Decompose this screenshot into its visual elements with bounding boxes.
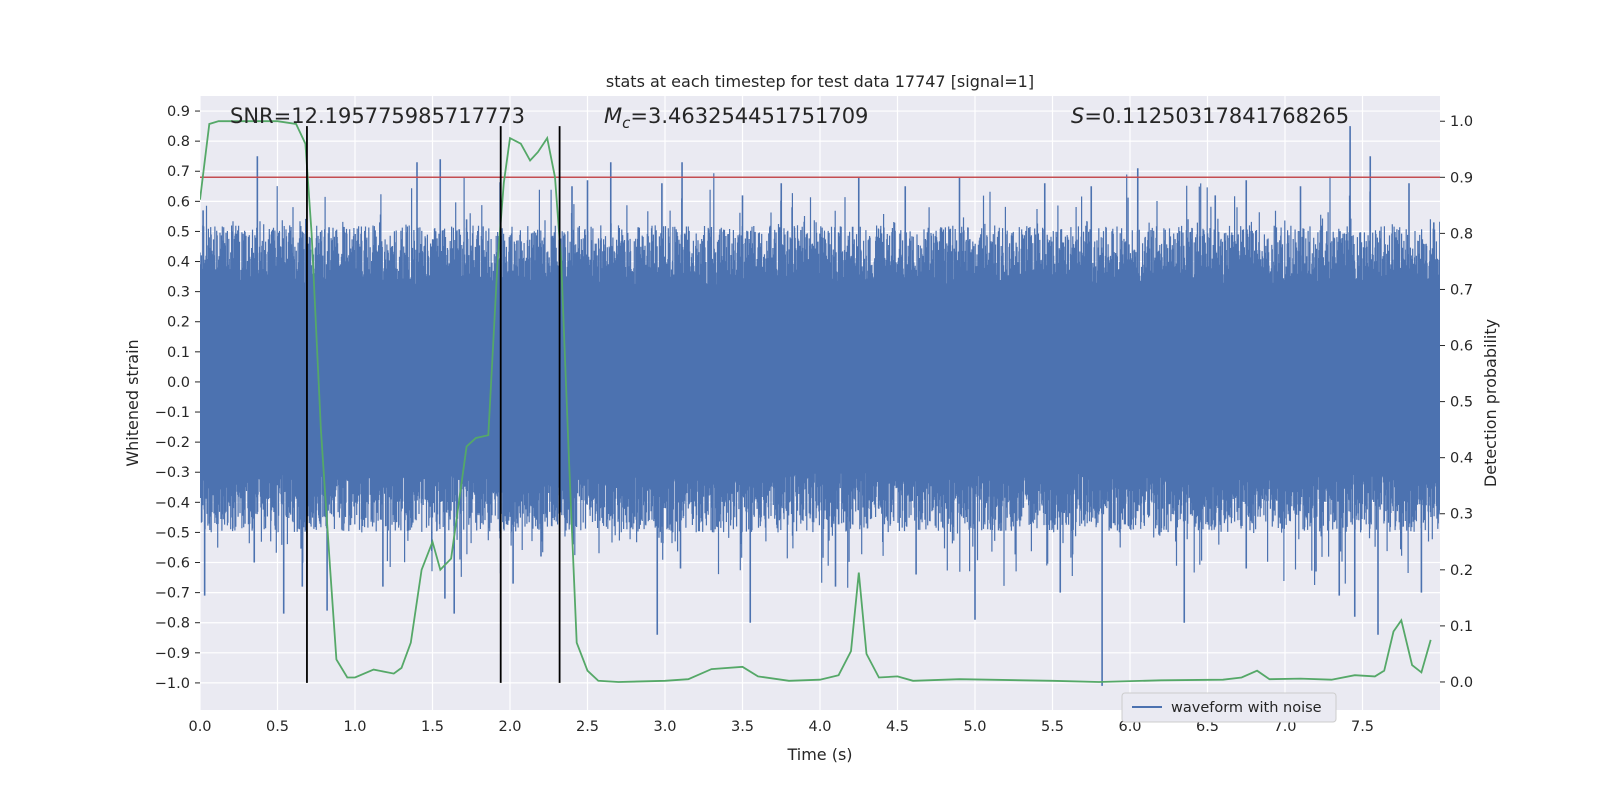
x-tick-label: 1.5 xyxy=(421,719,444,735)
spin-value: =0.11250317841768265 xyxy=(1084,104,1349,128)
chirp-mass-annotation: Mc=3.463254451751709 xyxy=(604,104,868,132)
x-tick-labels: 0.0 0.5 1.0 1.5 2.0 2.5 3.0 3.5 4.0 4.5 5.0 5.5 6.0 6… xyxy=(188,719,1374,735)
x-tick-label: 4.5 xyxy=(886,719,909,735)
x-tick-label: 0.0 xyxy=(188,719,211,735)
y-tick-label: −0.2 xyxy=(155,435,190,451)
x-tick-label: 1.0 xyxy=(343,719,366,735)
chirp-mass-value: =3.463254451751709 xyxy=(630,104,868,128)
y-tick-label: 0.7 xyxy=(167,164,190,180)
snr-annotation: SNR=12.195775985717773 xyxy=(230,104,525,128)
y-tick-label: 0.1 xyxy=(167,345,190,361)
legend-box xyxy=(1121,692,1337,723)
y-tick-label: 0.6 xyxy=(167,194,190,210)
y-tick-label: 0.4 xyxy=(167,255,190,271)
y-tick-label: 0.5 xyxy=(167,224,190,240)
y-tick-label: −0.1 xyxy=(155,405,190,421)
y-tick-label: −0.8 xyxy=(155,616,190,632)
series-layer xyxy=(200,120,1440,686)
y2-tick-label: 0.2 xyxy=(1450,563,1473,579)
y-tick-label: 0.3 xyxy=(167,285,190,301)
spin-symbol: S xyxy=(1071,104,1084,128)
y-tick-label: −0.3 xyxy=(155,465,190,481)
y2-tick-label: 0.8 xyxy=(1450,226,1473,242)
x-tick-label: 6.5 xyxy=(1196,719,1219,735)
y2-tick-label: 0.4 xyxy=(1450,451,1473,467)
y-tick-label: 0.9 xyxy=(167,104,190,120)
x-tick-label: 6.0 xyxy=(1118,719,1141,735)
y2-tick-label: 0.1 xyxy=(1450,619,1473,635)
waveform-line xyxy=(200,173,1440,588)
y2-axis-label: Detection probability xyxy=(1481,319,1500,487)
y2-tick-label: 0.7 xyxy=(1450,282,1473,298)
y-tick-label: −0.4 xyxy=(155,495,190,511)
y-tick-label: 0.0 xyxy=(167,375,190,391)
x-tick-label: 7.5 xyxy=(1351,719,1374,735)
y-tick-label: 0.8 xyxy=(167,134,190,150)
x-tick-label: 7.0 xyxy=(1273,719,1296,735)
legend: waveform with noise xyxy=(1121,692,1337,723)
x-tick-label: 3.5 xyxy=(731,719,754,735)
x-tick-label: 0.5 xyxy=(266,719,289,735)
y2-tick-label: 0.6 xyxy=(1450,339,1473,355)
y-tick-label: −0.6 xyxy=(155,556,190,572)
probability-line xyxy=(200,120,1432,683)
y-axis-label: Whitened strain xyxy=(123,339,142,466)
x-tick-label: 2.0 xyxy=(498,719,521,735)
y2-tick-label: 0.9 xyxy=(1450,170,1473,186)
y2-tick-label: 0.0 xyxy=(1450,675,1473,691)
y2-tick-label: 1.0 xyxy=(1450,114,1473,130)
x-tick-label: 3.0 xyxy=(653,719,676,735)
x-tick-label: 4.0 xyxy=(808,719,831,735)
chirp-mass-subscript: c xyxy=(622,114,631,132)
x-tick-label: 2.5 xyxy=(576,719,599,735)
chirp-mass-symbol: M xyxy=(604,104,622,128)
y2-tick-label: 0.3 xyxy=(1450,507,1473,523)
y-tick-label: 0.2 xyxy=(167,315,190,331)
y-tick-label: −1.0 xyxy=(155,676,190,692)
spin-annotation: S=0.11250317841768265 xyxy=(1071,104,1349,128)
y2-tick-label: 0.5 xyxy=(1450,395,1473,411)
y-tick-label: −0.5 xyxy=(155,525,190,541)
chart-title: stats at each timestep for test data 177… xyxy=(606,72,1034,91)
y-tick-labels: 0.9 0.8 0.7 0.6 0.5 0.4 0.3 0.2 0.1 0.0 −0.1 −0.2 −0… xyxy=(155,104,200,692)
y-tick-label: −0.7 xyxy=(155,586,190,602)
y2-tick-labels: 0.0 0.1 0.2 0.3 0.4 0.5 0.6 0.7 0.8 0.9 1.0 xyxy=(1440,114,1473,691)
legend-entry-waveform: waveform with noise xyxy=(1171,700,1322,716)
y-tick-label: −0.9 xyxy=(155,646,190,662)
x-tick-label: 5.5 xyxy=(1041,719,1064,735)
x-tick-label: 5.0 xyxy=(963,719,986,735)
x-axis-label: Time (s) xyxy=(786,745,852,764)
